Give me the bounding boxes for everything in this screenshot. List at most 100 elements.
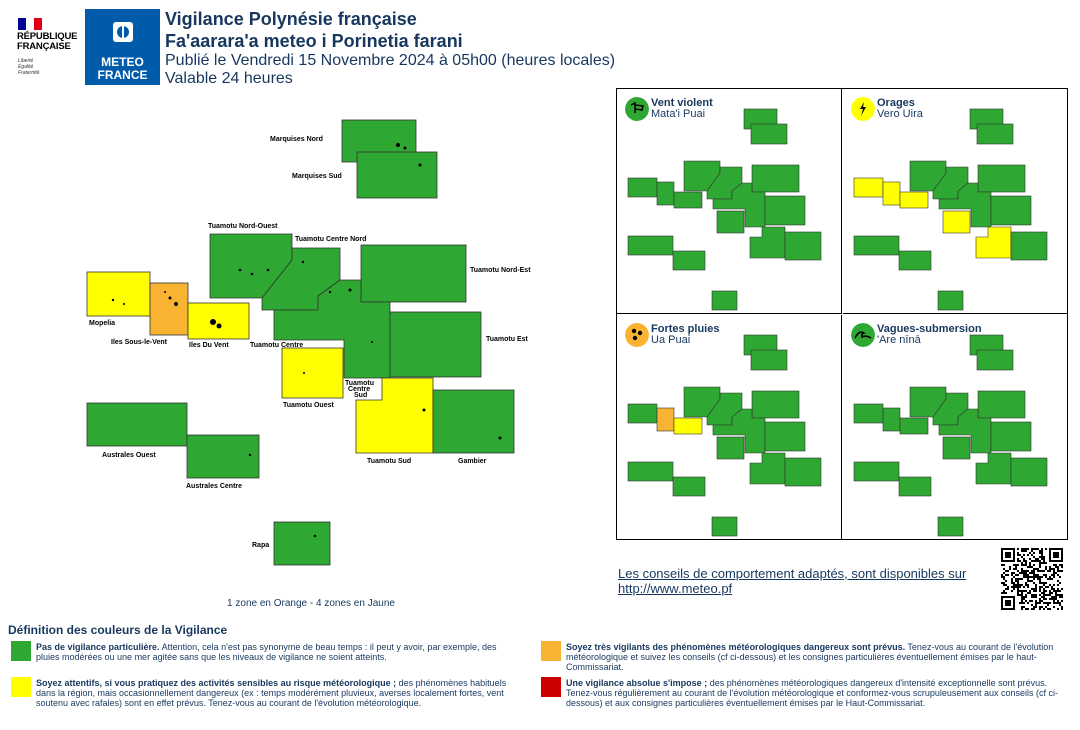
meteo-france-logo: METEO FRANCE — [85, 9, 160, 85]
zone-tuamotu-est[interactable] — [389, 311, 482, 378]
minimap-zone-tuamotu-ouest — [716, 436, 745, 460]
title-french: Vigilance Polynésie française — [165, 9, 417, 29]
minimap-zone-australes-centre — [898, 476, 932, 497]
legend-yellow-desc: des phénomènes habituels dans la région,… — [36, 678, 507, 708]
zone-iles-sous-le-vent[interactable] — [149, 282, 189, 336]
zone-marquises-sud[interactable] — [356, 151, 438, 199]
zone-mopelia[interactable] — [86, 271, 151, 317]
zone-australes-centre[interactable] — [186, 434, 260, 479]
minimap-zone-tuamotu-sud — [975, 452, 1012, 485]
minimap-zone-australes-ouest — [853, 461, 900, 482]
minimap-zone-mopelia — [853, 177, 884, 198]
label-tuamotu-nord-est: Tuamotu Nord-Est — [470, 267, 531, 274]
minimap-zone-iles-sous-le-vent — [656, 181, 675, 206]
zone-tuamotu-centre[interactable] — [273, 279, 391, 379]
panel-orages[interactable]: Orages Vero Uira — [843, 89, 1068, 314]
minimap-zone-rapa — [937, 290, 964, 311]
minimap-zone-iles-sous-le-vent — [656, 407, 675, 432]
main-vigilance-map: Marquises Nord Marquises Sud Tuamotu Nor… — [86, 119, 531, 566]
minimap-zone-tuamotu-sud — [749, 452, 786, 485]
zone-australes-ouest[interactable] — [86, 402, 188, 447]
minimap-zone-tuamotu-centre — [712, 182, 766, 228]
legend-orange-text: Soyez très vigilants des phénomènes mété… — [566, 642, 1066, 672]
minimap-zone-tuamotu-est — [990, 195, 1032, 226]
zone-gambier[interactable] — [432, 389, 515, 454]
published-date: Publié le Vendredi 15 Novembre 2024 à 05… — [165, 52, 616, 69]
island-marks — [111, 143, 502, 538]
republique-line-1: RÉPUBLIQUE — [17, 31, 78, 42]
minimap-zone-gambier — [784, 457, 822, 487]
motto-fraternite: Fraternité — [18, 70, 40, 76]
minimap-zone-gambier — [784, 231, 822, 261]
legend-red-bold: Une vigilance absolue s'impose ; — [566, 678, 708, 688]
label-tuamotu-sud: Tuamotu Sud — [367, 458, 411, 465]
legend-orange-bold: Soyez très vigilants des phénomènes mété… — [566, 642, 906, 652]
minimap-zone-tuamotu-sud — [975, 226, 1012, 259]
minimap-zone-iles-du-vent — [673, 417, 703, 435]
panel-subtitle-vagues-submersion: 'Are nīnā — [877, 334, 921, 346]
label-tuamotu-centre-sud-line-1: Tuamotu — [345, 380, 374, 387]
motto-liberte: Liberté — [18, 58, 34, 64]
advice-url[interactable]: http://www.meteo.pf — [618, 581, 733, 596]
minimap-zone-rapa — [711, 290, 738, 311]
minimap-orages — [853, 108, 1048, 311]
legend-orange-desc: Tenez-vous au courant de l'évolution mét… — [566, 642, 1054, 672]
legend-green-bold: Pas de vigilance particulière. — [36, 642, 160, 652]
legend-yellow-text: Soyez attentifs, si vous pratiquez des a… — [36, 678, 524, 708]
label-mopelia: Mopelia — [89, 320, 115, 327]
minimap-zone-mopelia — [853, 403, 884, 424]
validity: Valable 24 heures — [165, 70, 293, 87]
minimap-zone-tuamotu-ouest — [716, 210, 745, 234]
minimap-zone-gambier — [1010, 231, 1048, 261]
label-iles-sous-le-vent: Iles Sous-le-Vent — [111, 339, 168, 346]
zone-tuamotu-ouest[interactable] — [281, 347, 344, 399]
legend-red-desc: des phénomènes météorologiques dangereux… — [566, 678, 1058, 708]
vigilance-summary: 1 zone en Orange - 4 zones en Jaune — [227, 598, 395, 609]
panel-fortes-pluies[interactable]: Fortes pluies Ua Puai — [617, 315, 842, 540]
republique-francaise-logo: RÉPUBLIQUE FRANÇAISE Liberté Égalité Fra… — [14, 14, 80, 82]
legend-swatch-orange — [541, 641, 561, 661]
minimap-zone-gambier — [1010, 457, 1048, 487]
panel-title-vent-violent: Vent violent — [651, 97, 713, 109]
definitions-title: Définition des couleurs de la Vigilance — [8, 623, 228, 637]
minimap-zone-australes-ouest — [627, 235, 674, 256]
title-tahitian: Fa'aarara'a meteo i Porinetia farani — [165, 31, 463, 51]
zone-tuamotu-nord-est[interactable] — [360, 244, 467, 303]
minimap-zone-iles-sous-le-vent — [882, 407, 901, 432]
label-tuamotu-centre-nord: Tuamotu Centre Nord — [295, 236, 366, 243]
label-tuamotu-centre: Tuamotu Centre — [250, 342, 303, 349]
minimap-zone-tuamotu-centre — [712, 408, 766, 454]
panel-title-orages: Orages — [877, 97, 915, 109]
meteo-logo-line-1: METEO — [101, 55, 144, 69]
minimap-zone-tuamotu-sud — [749, 226, 786, 259]
label-marquises-sud: Marquises Sud — [292, 173, 342, 180]
minimap-zone-iles-du-vent — [899, 191, 929, 209]
lightning-icon — [851, 97, 875, 121]
advice-text[interactable]: Les conseils de comportement adaptés, so… — [618, 566, 967, 581]
minimap-zone-iles-sous-le-vent — [882, 181, 901, 206]
advice-link[interactable]: Les conseils de comportement adaptés, so… — [618, 566, 988, 596]
minimap-zone-mopelia — [627, 403, 658, 424]
minimap-zone-marquises-sud — [976, 349, 1014, 371]
zone-rapa[interactable] — [273, 521, 331, 566]
minimap-vagues-submersion — [853, 334, 1048, 537]
minimap-zone-tuamotu-est — [764, 195, 806, 226]
zone-tuamotu-sud[interactable] — [355, 377, 434, 454]
legend-green-desc: Attention, cela n'est pas synonyme de be… — [36, 642, 497, 662]
minimap-fortes-pluies — [627, 334, 822, 537]
minimap-zone-tuamotu-nord-est — [977, 164, 1026, 193]
label-gambier: Gambier — [458, 458, 487, 465]
panel-vagues-submersion[interactable]: Vagues-submersion 'Are nīnā — [843, 315, 1068, 540]
label-tuamotu-nord-ouest: Tuamotu Nord-Ouest — [208, 223, 278, 230]
wave-icon — [851, 323, 875, 347]
minimap-zone-tuamotu-nord-est — [751, 164, 800, 193]
zone-iles-du-vent[interactable] — [187, 302, 250, 340]
legend-swatch-green — [11, 641, 31, 661]
legend-green-text: Pas de vigilance particulière. Attention… — [36, 642, 520, 662]
minimap-vent-violent — [627, 108, 822, 311]
legend-red-text: Une vigilance absolue s'impose ; des phé… — [566, 678, 1066, 708]
qr-code-icon[interactable] — [1001, 548, 1063, 610]
panel-vent-violent[interactable]: Vent violent Mata'i Puai — [617, 89, 842, 314]
minimap-zone-iles-du-vent — [673, 191, 703, 209]
meteo-france-emblem-icon — [113, 22, 133, 42]
